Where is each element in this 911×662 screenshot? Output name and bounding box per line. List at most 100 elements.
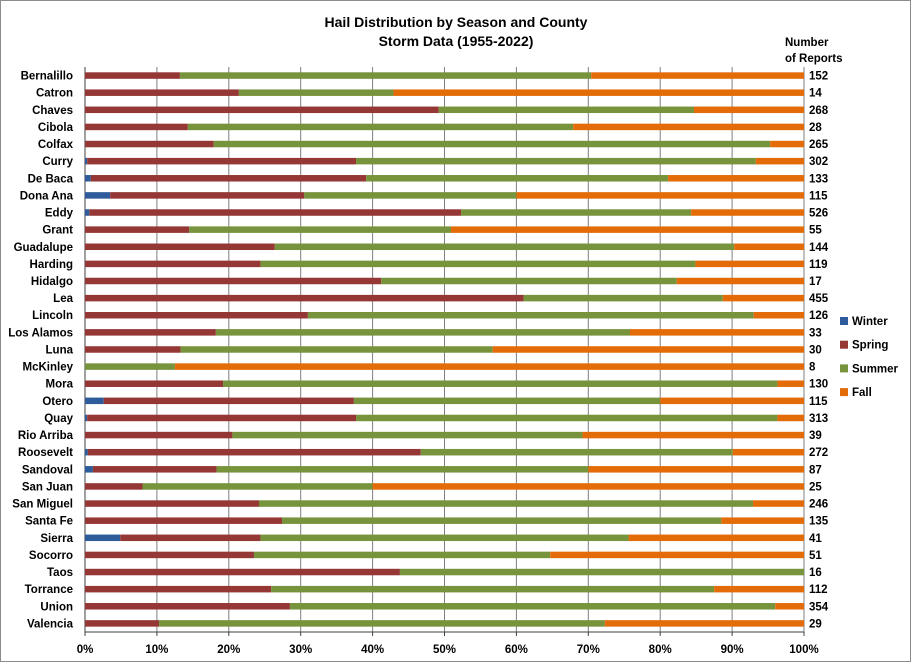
bar-fall — [734, 243, 804, 251]
bar-winter — [85, 397, 104, 405]
bar-summer — [216, 466, 589, 473]
report-count: 8 — [809, 362, 816, 374]
bar-spring — [85, 380, 224, 387]
bar-summer — [271, 585, 715, 593]
county-label: Quay — [44, 413, 73, 425]
report-count: 39 — [809, 430, 822, 442]
county-label: Bernalillo — [21, 71, 73, 83]
bar-summer — [282, 517, 722, 524]
bar-fall — [582, 431, 804, 439]
bar-fall — [722, 294, 804, 302]
bar-spring — [85, 226, 190, 233]
count-header-line1: Number — [785, 37, 829, 49]
x-tick-label: 30% — [289, 644, 312, 656]
bar-fall — [721, 517, 804, 524]
report-count: 115 — [809, 396, 828, 408]
report-count: 30 — [809, 344, 822, 356]
bar-summer — [260, 534, 629, 542]
bar-spring — [85, 106, 439, 114]
legend-swatch-winter — [840, 317, 848, 325]
chart-subtitle: Storm Data (1955-2022) — [379, 33, 534, 49]
bar-summer — [274, 243, 735, 251]
bar-summer — [420, 448, 733, 456]
bar-summer — [399, 568, 804, 576]
legend-label-winter: Winter — [852, 316, 888, 328]
county-label: Cibola — [38, 122, 74, 134]
x-tick-label: 80% — [649, 644, 672, 656]
county-label: Curry — [42, 156, 73, 168]
bar-fall — [492, 346, 804, 353]
x-tick-label: 60% — [505, 644, 528, 656]
bar-fall — [777, 380, 804, 387]
bar-winter — [85, 192, 111, 199]
bar-spring — [85, 568, 400, 576]
bar-winter — [85, 448, 88, 456]
bar-summer — [304, 192, 517, 199]
county-label: Chaves — [32, 105, 73, 117]
bar-fall — [660, 397, 804, 405]
bar-spring — [85, 89, 239, 96]
report-count: 455 — [809, 293, 829, 305]
report-count: 272 — [809, 447, 828, 459]
x-tick-label: 20% — [217, 644, 240, 656]
bar-fall — [393, 89, 804, 96]
bar-summer — [523, 294, 723, 302]
bar-fall — [591, 72, 804, 79]
bar-spring — [92, 466, 217, 473]
report-count: 133 — [809, 173, 828, 185]
county-label: De Baca — [28, 173, 74, 185]
county-label: Hidalgo — [31, 276, 73, 288]
bar-fall — [630, 329, 804, 336]
bar-summer — [356, 414, 778, 422]
report-count: 246 — [809, 499, 828, 511]
legend-label-fall: Fall — [852, 387, 872, 399]
county-label: Mora — [46, 379, 74, 391]
report-count: 126 — [809, 310, 828, 322]
bar-summer — [213, 140, 771, 148]
report-count: 268 — [809, 105, 829, 117]
county-label: Colfax — [38, 139, 74, 151]
bar-fall — [691, 209, 804, 216]
county-label: Catron — [36, 88, 73, 100]
bar-fall — [755, 157, 804, 165]
county-label: Taos — [47, 567, 73, 579]
bar-fall — [604, 620, 804, 627]
bar-spring — [110, 192, 305, 199]
report-count: 135 — [809, 516, 829, 528]
bar-fall — [450, 226, 804, 233]
report-count: 354 — [809, 601, 829, 613]
bar-spring — [90, 175, 367, 182]
report-count: 41 — [809, 533, 822, 545]
report-count: 144 — [809, 242, 829, 254]
county-label: Otero — [42, 396, 73, 408]
bar-summer — [179, 72, 592, 79]
bar-summer — [223, 380, 778, 387]
report-counts: 152 14 268 28 265 302 133 115 526 55 144 119 17 455 12… — [809, 71, 829, 631]
bar-winter — [85, 209, 90, 216]
county-label: Torrance — [25, 584, 73, 596]
chart-title: Hail Distribution by Season and County — [325, 14, 588, 30]
x-tick-label: 100% — [789, 644, 818, 656]
county-label: Harding — [30, 259, 73, 271]
bar-spring — [85, 500, 259, 507]
report-count: 526 — [809, 208, 828, 220]
bar-summer — [85, 363, 175, 370]
county-label: Luna — [46, 344, 74, 356]
category-labels: Bernalillo Catron Chaves Cibola Colfax Curry D… — [8, 71, 73, 631]
bar-fall — [174, 363, 804, 370]
bar-summer — [438, 106, 694, 114]
report-count: 33 — [809, 327, 822, 339]
bar-spring — [85, 140, 214, 148]
legend-swatch-spring — [840, 340, 848, 349]
bar-spring — [85, 123, 188, 131]
report-count: 16 — [809, 567, 822, 579]
bar-spring — [85, 260, 261, 268]
county-label: McKinley — [23, 362, 74, 374]
bar-fall — [676, 277, 804, 285]
county-label: Valencia — [27, 618, 74, 630]
bar-fall — [753, 311, 804, 319]
county-label: Sierra — [40, 533, 73, 545]
bar-spring — [85, 329, 216, 336]
bar-summer — [353, 397, 661, 405]
bar-winter — [85, 534, 121, 542]
